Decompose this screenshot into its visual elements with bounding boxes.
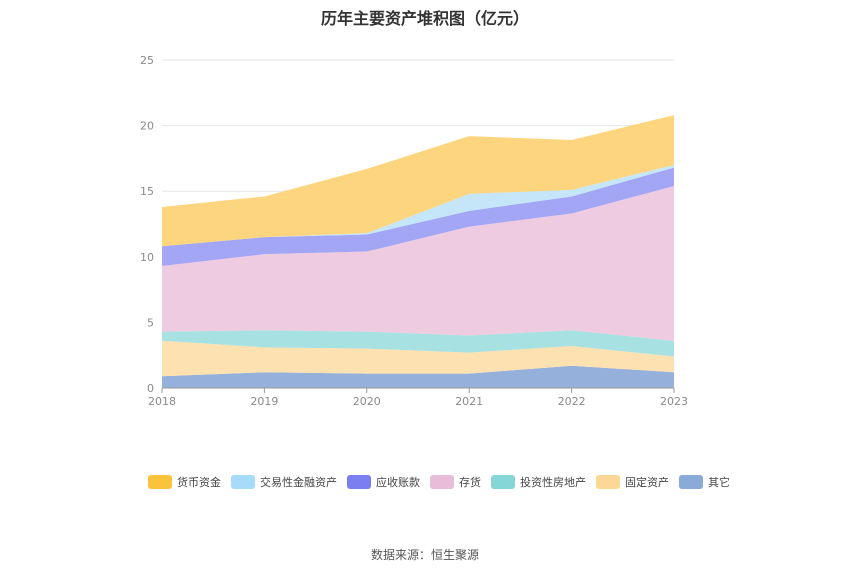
x-tick-label: 2018 [148,395,176,408]
legend-item[interactable]: 存货 [430,473,481,491]
legend-item[interactable]: 其它 [679,473,730,491]
area-投资性房地产 [162,330,674,357]
legend-item[interactable]: 交易性金融资产 [231,473,337,491]
legend-item[interactable]: 货币资金 [148,473,221,491]
y-tick-label: 25 [140,54,154,67]
x-tick-label: 2020 [353,395,381,408]
legend-swatch [491,475,515,489]
area-其它 [162,365,674,388]
legend-swatch [148,475,172,489]
y-tick-label: 5 [147,316,154,329]
area-layers [162,115,674,388]
legend-item[interactable]: 投资性房地产 [491,473,586,491]
axes: 0 5 10 15 20 25 2018 2019 2020 2021 2022 2023 [140,54,688,408]
legend-label: 货币资金 [177,476,221,489]
y-tick-label: 10 [140,251,154,264]
area-货币资金 [162,115,674,247]
y-tick-label: 20 [140,120,154,133]
area-固定资产 [162,340,674,377]
y-tick-label: 15 [140,185,154,198]
legend-item[interactable]: 应收账款 [347,473,420,491]
legend-label: 应收账款 [376,476,420,489]
legend-item[interactable]: 固定资产 [596,473,669,491]
x-tick-label: 2022 [558,395,586,408]
legend-swatch [347,475,371,489]
legend-label: 投资性房地产 [520,476,586,489]
legend-label: 其它 [708,476,730,489]
x-tick-label: 2021 [455,395,483,408]
legend-label: 固定资产 [625,476,669,489]
legend-swatch [430,475,454,489]
chart-title: 历年主要资产堆积图（亿元） [320,9,529,28]
area-应收账款 [162,167,674,266]
x-tick-label: 2019 [250,395,278,408]
stacked-area-chart: 0 5 10 15 20 25 2018 2019 2020 2021 2022 2023 [140,54,688,408]
x-tick-label: 2023 [660,395,688,408]
legend-swatch [231,475,255,489]
legend-swatch [596,475,620,489]
area-存货 [162,185,674,341]
y-tick-label: 0 [147,382,154,395]
source-note: 数据来源：恒生聚源 [370,548,479,562]
legend-label: 存货 [459,476,481,489]
legend-label: 交易性金融资产 [260,476,337,489]
legend: 货币资金 交易性金融资产 应收账款 存货 投资性房地产 固定资产 其它 [148,473,748,491]
legend-swatch [679,475,703,489]
